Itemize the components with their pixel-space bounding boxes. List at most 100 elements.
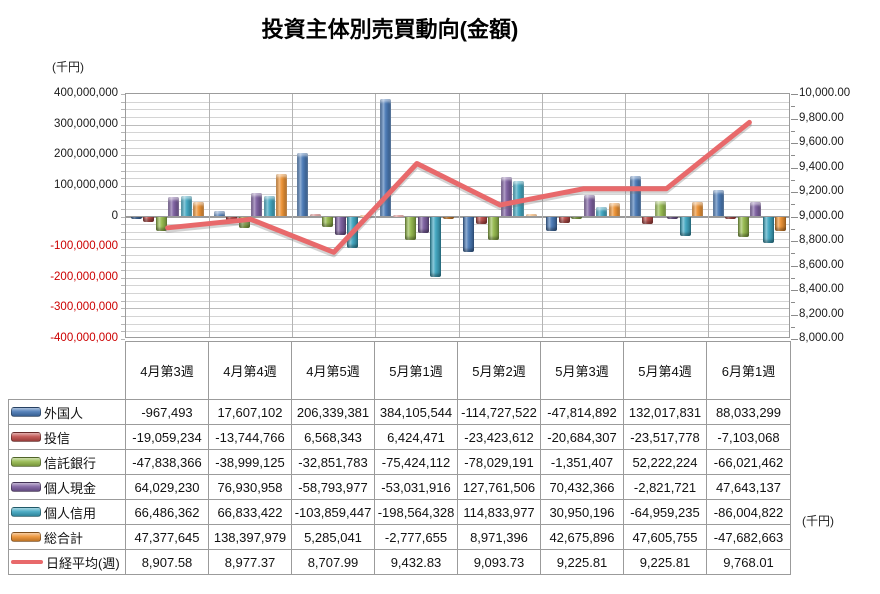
gridline xyxy=(126,109,789,111)
category-header-0: 4月第3週 xyxy=(125,341,209,400)
value-individual-margin-1: 66,833,422 xyxy=(208,499,292,525)
bar-individual-cash-4 xyxy=(500,177,512,217)
category-header-2: 4月第5週 xyxy=(291,341,375,400)
gridline xyxy=(126,116,789,118)
legend-cell-nikkei-weekly: 日経平均(週) xyxy=(8,549,126,575)
bar-investment-trusts-6 xyxy=(642,216,654,224)
category-separator xyxy=(292,94,294,337)
value-trust-banks-0: -47,838,366 xyxy=(125,449,209,475)
value-total-1: 138,397,979 xyxy=(208,524,292,550)
gridline xyxy=(126,308,789,310)
value-nikkei-weekly-7: 9,768.01 xyxy=(706,549,791,575)
bar-individual-cash-0 xyxy=(168,196,180,217)
bar-trust-banks-3 xyxy=(405,216,417,240)
gridline xyxy=(126,201,789,203)
right-axis-tick-label: 9,400.00 xyxy=(799,160,844,173)
legend-cell-total: 総合計 xyxy=(8,524,126,550)
right-axis-tick-label: 9,600.00 xyxy=(799,136,844,148)
value-nikkei-weekly-3: 9,432.83 xyxy=(374,549,458,575)
gridline xyxy=(126,316,789,318)
right-axis-tick xyxy=(791,94,798,95)
left-axis-unit-label: (千円) xyxy=(52,60,84,74)
legend-swatch-individual-margin xyxy=(11,507,41,517)
right-axis-tick xyxy=(791,314,798,316)
legend-swatch-total xyxy=(11,532,41,542)
gridline xyxy=(126,139,789,141)
bar-foreigners-3 xyxy=(380,98,392,217)
value-individual-cash-7: 47,643,137 xyxy=(706,474,791,500)
legend-swatch-individual-cash xyxy=(11,482,41,492)
left-axis-tick xyxy=(121,308,125,310)
legend-label-individual-cash: 個人現金 xyxy=(44,480,97,496)
category-separator xyxy=(458,94,460,337)
right-axis-tick-label: 8,400.00 xyxy=(799,283,844,295)
gridline xyxy=(126,193,789,195)
table-row-nikkei-weekly: 日経平均(週) 8,907.58 8,977.37 8,707.99 9,432.83 9… xyxy=(8,549,791,575)
value-total-0: 47,377,645 xyxy=(125,524,209,550)
value-trust-banks-2: -32,851,783 xyxy=(291,449,375,475)
gridline xyxy=(126,247,789,249)
bar-foreigners-1 xyxy=(213,211,225,217)
left-axis-tick xyxy=(121,339,125,340)
category-header-4: 5月第2週 xyxy=(457,341,541,400)
value-individual-cash-4: 127,761,506 xyxy=(457,474,541,500)
table-header-row: 4月第3週 4月第4週 4月第5週 5月第1週 5月第2週 5月第3週 5月第4週 6月第1週 xyxy=(9,341,791,400)
left-axis-tick xyxy=(121,139,125,141)
value-foreigners-5: -47,814,892 xyxy=(540,399,624,425)
right-axis-tick xyxy=(791,155,795,157)
gridline xyxy=(126,124,789,126)
value-total-4: 8,971,396 xyxy=(457,524,541,550)
left-axis-tick-label: 0 xyxy=(111,209,118,222)
right-axis-tick-label: 9,800.00 xyxy=(799,111,844,124)
gridline xyxy=(126,277,789,279)
gridline xyxy=(126,239,789,241)
value-trust-banks-4: -78,029,191 xyxy=(457,449,541,475)
gridline xyxy=(126,262,789,264)
bar-individual-cash-2 xyxy=(334,216,346,235)
bar-investment-trusts-1 xyxy=(226,216,238,221)
bar-individual-margin-5 xyxy=(596,207,608,217)
value-individual-margin-7: -86,004,822 xyxy=(706,499,791,525)
gridline xyxy=(126,231,789,233)
bar-investment-trusts-0 xyxy=(143,216,155,223)
bar-individual-cash-7 xyxy=(750,201,762,217)
left-axis-tick-label: -300,000,000 xyxy=(50,301,118,314)
right-axis-tick xyxy=(791,130,795,132)
gridline xyxy=(126,147,789,149)
right-axis-tick xyxy=(791,192,798,193)
right-axis-tick-label: 8,800.00 xyxy=(799,234,844,246)
value-nikkei-weekly-0: 8,907.58 xyxy=(125,549,209,575)
table-row-individual-cash: 個人現金 64,029,230 76,930,958 -58,793,977 -53,0… xyxy=(8,474,791,500)
value-individual-margin-4: 114,833,977 xyxy=(457,499,541,525)
bar-total-7 xyxy=(775,216,787,232)
gridline xyxy=(126,215,789,218)
line-series-nikkei-weekly xyxy=(165,119,752,258)
bar-trust-banks-5 xyxy=(571,216,583,219)
bar-trust-banks-4 xyxy=(488,216,500,241)
right-axis-tick-label: 8,200.00 xyxy=(799,307,844,320)
table-row-investment-trusts: 投信 -19,059,234 -13,744,766 6,568,343 6,424,4… xyxy=(8,424,791,450)
right-axis-tick xyxy=(791,228,795,230)
bar-individual-cash-5 xyxy=(583,194,595,217)
left-axis-tick-label: 400,000,000 xyxy=(54,87,118,99)
left-axis-tick xyxy=(121,300,125,302)
value-investment-trusts-2: 6,568,343 xyxy=(291,424,375,450)
gridline xyxy=(126,101,789,103)
right-axis-tick xyxy=(791,106,795,108)
value-total-5: 42,675,896 xyxy=(540,524,624,550)
value-individual-cash-0: 64,029,230 xyxy=(125,474,209,500)
left-axis-tick xyxy=(121,94,125,95)
value-total-6: 47,605,755 xyxy=(623,524,707,550)
value-foreigners-0: -967,493 xyxy=(125,399,209,425)
gridline xyxy=(126,155,789,157)
table-row-total: 総合計 47,377,645 138,397,979 5,285,041 -2,777,… xyxy=(8,524,791,550)
legend-swatch-nikkei-weekly xyxy=(11,560,43,564)
legend-cell-foreigners: 外国人 xyxy=(8,399,126,425)
gridline xyxy=(126,285,789,287)
right-axis-tick-label: 8,600.00 xyxy=(799,258,844,271)
legend-cell-trust-banks: 信託銀行 xyxy=(8,449,126,475)
value-investment-trusts-7: -7,103,068 xyxy=(706,424,791,450)
value-investment-trusts-0: -19,059,234 xyxy=(125,424,209,450)
left-axis-tick-label: -200,000,000 xyxy=(50,270,118,283)
chart-title: 投資主体別売買動向(金額) xyxy=(261,17,519,42)
